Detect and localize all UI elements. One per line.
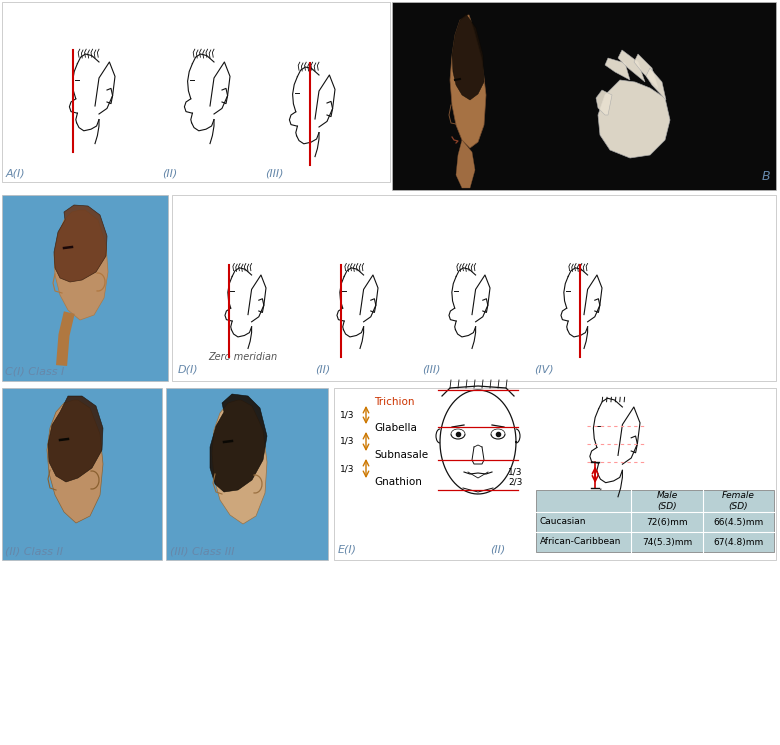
FancyBboxPatch shape	[334, 388, 776, 560]
Text: 1/3: 1/3	[508, 468, 523, 477]
Polygon shape	[646, 68, 666, 100]
Text: (III): (III)	[422, 365, 441, 375]
Text: 74(5.3)mm: 74(5.3)mm	[642, 537, 692, 547]
FancyBboxPatch shape	[172, 195, 776, 381]
FancyBboxPatch shape	[2, 195, 168, 381]
Polygon shape	[452, 14, 484, 100]
Text: Caucasian: Caucasian	[540, 518, 587, 527]
Text: 1/3: 1/3	[339, 464, 354, 473]
Polygon shape	[54, 205, 107, 282]
Text: C(I) Class I: C(I) Class I	[5, 367, 64, 377]
Text: 1/3: 1/3	[339, 437, 354, 446]
Text: Female
(SD): Female (SD)	[722, 491, 755, 511]
Text: (II): (II)	[162, 168, 177, 178]
Polygon shape	[456, 140, 475, 188]
FancyBboxPatch shape	[2, 2, 390, 182]
Text: A(I): A(I)	[6, 168, 26, 178]
Text: (IV): (IV)	[534, 365, 554, 375]
Polygon shape	[48, 396, 103, 482]
Text: (II): (II)	[315, 365, 330, 375]
FancyBboxPatch shape	[392, 2, 776, 190]
Text: Glabella: Glabella	[374, 423, 417, 433]
Text: 1/3: 1/3	[339, 410, 354, 419]
Polygon shape	[54, 210, 108, 320]
Text: (III): (III)	[265, 168, 283, 178]
FancyBboxPatch shape	[2, 388, 162, 560]
FancyBboxPatch shape	[166, 388, 328, 560]
Text: 72(6)mm: 72(6)mm	[646, 518, 688, 527]
Text: (II): (II)	[490, 544, 505, 554]
Text: Trichion: Trichion	[374, 397, 414, 407]
Polygon shape	[47, 400, 103, 523]
Text: Subnasale: Subnasale	[374, 450, 428, 460]
Text: 67(4.8)mm: 67(4.8)mm	[714, 537, 764, 547]
Text: B: B	[761, 170, 770, 183]
Polygon shape	[596, 90, 612, 115]
Polygon shape	[210, 394, 267, 492]
Text: Male
(SD): Male (SD)	[657, 491, 678, 511]
Text: 2/3: 2/3	[508, 478, 523, 486]
Text: African-Caribbean: African-Caribbean	[540, 537, 622, 547]
Text: 66(4.5)mm: 66(4.5)mm	[714, 518, 764, 527]
Polygon shape	[598, 80, 670, 158]
Polygon shape	[212, 400, 267, 524]
Polygon shape	[618, 50, 645, 82]
Text: (II) Class II: (II) Class II	[5, 546, 63, 556]
Polygon shape	[605, 58, 630, 80]
Polygon shape	[450, 15, 486, 148]
Text: (III) Class III: (III) Class III	[170, 546, 235, 556]
Text: D(I): D(I)	[178, 365, 199, 375]
Text: E(I): E(I)	[338, 544, 357, 554]
Text: Zero meridian: Zero meridian	[208, 352, 277, 362]
Text: Gnathion: Gnathion	[374, 477, 422, 487]
FancyBboxPatch shape	[536, 490, 774, 552]
Polygon shape	[634, 54, 658, 88]
